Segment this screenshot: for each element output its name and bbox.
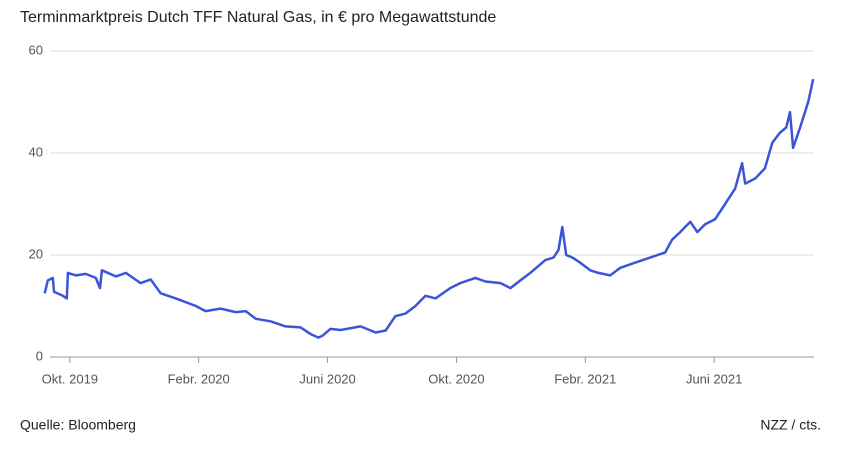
y-tick-label: 40 [29,144,43,159]
y-tick-label: 60 [29,42,43,57]
line-series [43,78,815,339]
x-tick-label: Febr. 2020 [168,371,230,386]
x-tick-label: Okt. 2020 [428,371,484,386]
y-tick-label: 20 [29,246,43,261]
x-tick-label: Okt. 2019 [42,371,98,386]
x-tick-label: Juni 2021 [686,371,742,386]
y-tick-label: 0 [36,348,43,363]
chart-title: Terminmarktpreis Dutch TFF Natural Gas, … [20,9,496,26]
source: Quelle: Bloomberg [20,417,136,433]
x-tick-label: Febr. 2021 [554,371,616,386]
x-tick-label: Juni 2020 [299,371,355,386]
credit: NZZ / cts. [760,417,821,433]
